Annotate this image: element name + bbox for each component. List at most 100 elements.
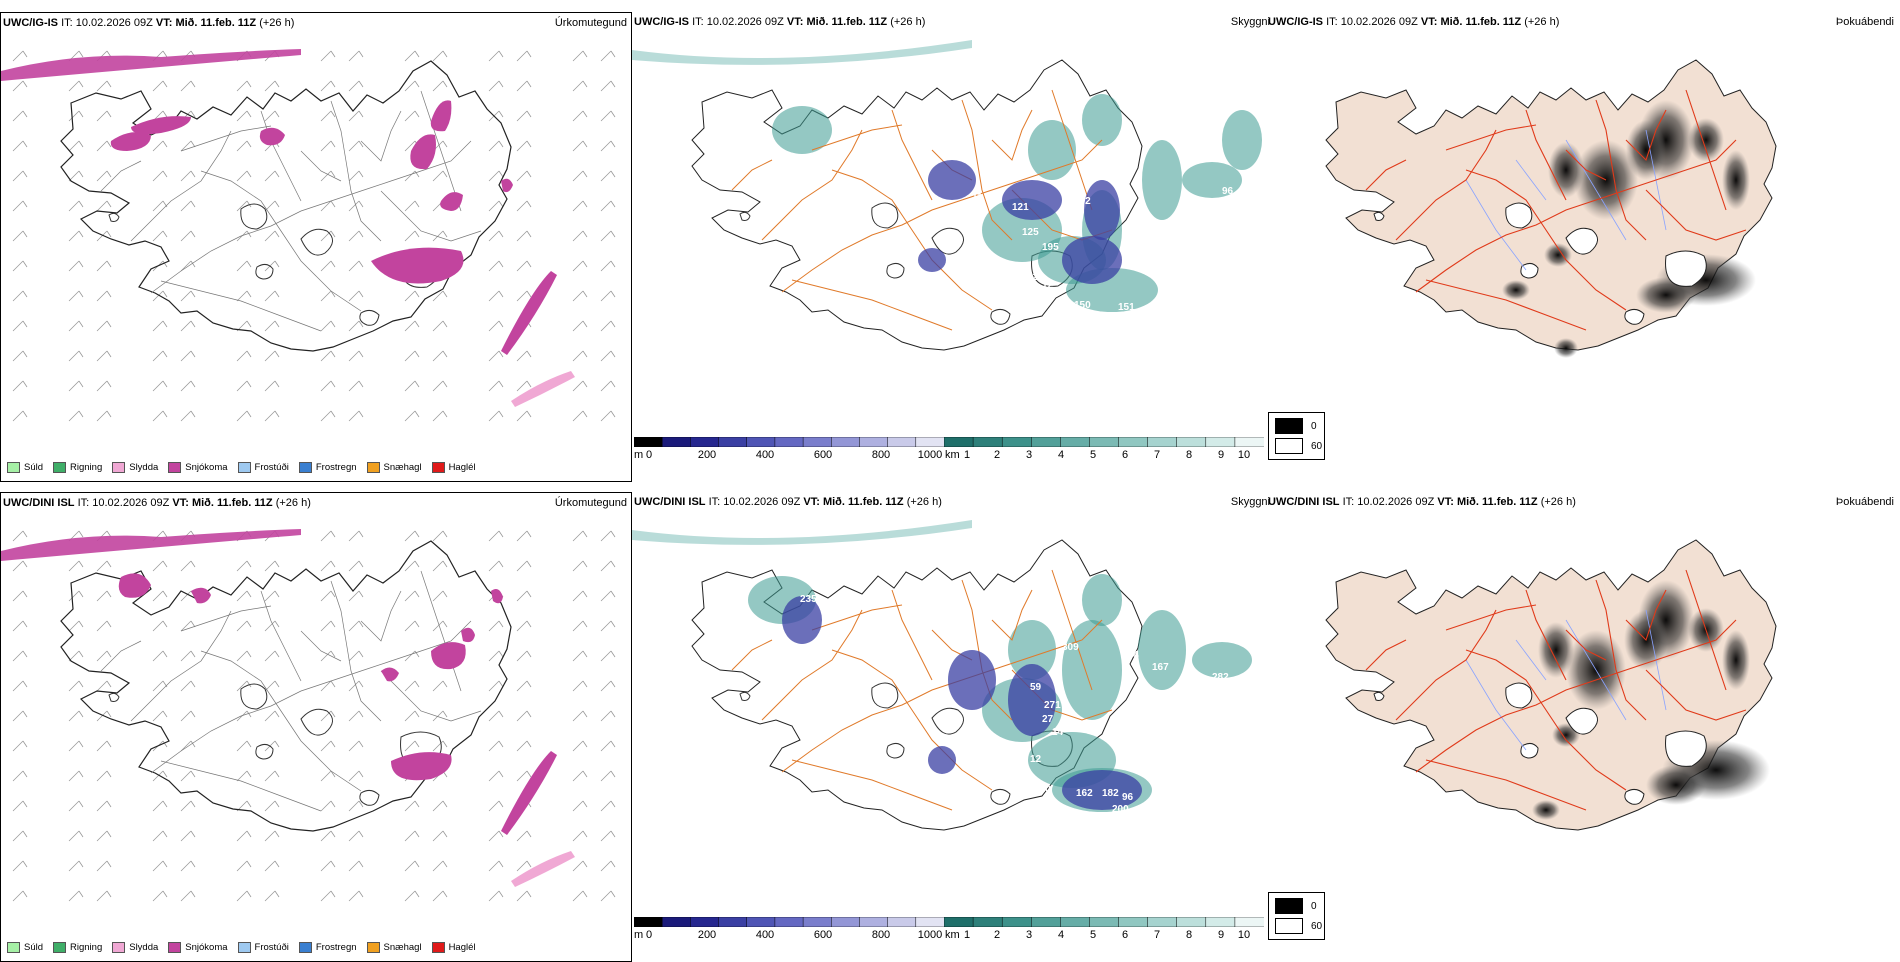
- ceiling-tick: 0: [645, 449, 653, 461]
- visibility-panel-bottom: UWC/DINI ISL IT: 10.02.2026 09Z VT: Mið.…: [632, 492, 1325, 962]
- precip-map[interactable]: [1, 31, 631, 441]
- precip-legend: Súld Rigning Slydda Snjókoma Frostúði Fr…: [7, 942, 476, 953]
- ceiling-label: 220: [1034, 784, 1051, 795]
- ceiling-label: 12: [1030, 754, 1042, 765]
- ceiling-colorbar: [634, 437, 944, 447]
- snowfall-areas: [1, 529, 575, 887]
- ceiling-tick: 400: [755, 449, 775, 461]
- colorbar-segment: [1001, 437, 1033, 447]
- cloud-ceiling-areas: [782, 596, 1142, 810]
- ceiling-tick: 0: [645, 929, 653, 941]
- panel-header: UWC/IG-IS IT: 10.02.2026 09Z VT: Mið. 11…: [3, 17, 295, 29]
- colorbar-segment: [746, 917, 776, 927]
- fog-low-swatch: [1275, 438, 1303, 454]
- ceiling-label: 195: [1042, 242, 1059, 253]
- ceiling-label: 11: [972, 192, 983, 203]
- precip-type-panel-bottom: UWC/DINI ISL IT: 10.02.2026 09Z VT: Mið.…: [0, 492, 632, 962]
- wind-barbs: [12, 50, 616, 422]
- road-network: [1365, 89, 1747, 331]
- panel-header: UWC/IG-IS IT: 10.02.2026 09Z VT: Mið. 11…: [1268, 16, 1560, 28]
- ceiling-label: 14: [1052, 727, 1064, 738]
- glaciers: [1373, 682, 1707, 805]
- glaciers: [1373, 202, 1707, 325]
- ceiling-label: 143: [1152, 222, 1169, 233]
- colorbar-segment: [690, 917, 720, 927]
- fog-high-swatch: [1275, 898, 1303, 914]
- iceland-outline: [60, 540, 512, 832]
- vis-tick: 8: [1185, 929, 1193, 941]
- vis-tick: 7: [1153, 929, 1161, 941]
- fog-legend: 0 60: [1268, 412, 1325, 460]
- ceiling-tick: 800: [871, 449, 891, 461]
- swatch-rigning: [53, 942, 67, 953]
- visibility-panel-top: UWC/IG-IS IT: 10.02.2026 09Z VT: Mið. 11…: [632, 12, 1325, 482]
- visibility-colorbar: [944, 437, 1264, 447]
- vis-tick: 8: [1185, 449, 1193, 461]
- colorbar-segment: [1234, 437, 1264, 447]
- colorbar-segment: [718, 917, 748, 927]
- ceiling-label: 108: [1178, 200, 1195, 211]
- precip-type-panel-top: UWC/IG-IS IT: 10.02.2026 09Z VT: Mið. 11…: [0, 12, 632, 482]
- swatch-hagel: [431, 462, 445, 473]
- colorbar-segment: [774, 917, 804, 927]
- visibility-colorbar: [944, 917, 1264, 927]
- colorbar-segment: [1001, 917, 1033, 927]
- colorbar-segment: [1031, 917, 1062, 927]
- panel-title: Skyggni: [1230, 496, 1270, 508]
- ceiling-label: 282: [1212, 672, 1229, 683]
- swatch-hagel: [431, 942, 445, 953]
- ceiling-tick: 200: [697, 929, 717, 941]
- road-network: [100, 90, 482, 332]
- swatch-sudl: [7, 942, 20, 953]
- ceiling-tick: 600: [813, 449, 833, 461]
- ceiling-label: 17: [828, 596, 840, 607]
- panel-header: UWC/DINI ISL IT: 10.02.2026 09Z VT: Mið.…: [1268, 496, 1576, 508]
- ceiling-label: 122: [1002, 284, 1019, 295]
- colorbar-segment: [1060, 917, 1091, 927]
- vis-tick: 1: [963, 449, 971, 461]
- colorbar-segment: [859, 437, 889, 447]
- colorbar-segment: [972, 437, 1003, 447]
- visibility-unit: km: [945, 929, 960, 941]
- panel-title: Úrkomutegund: [554, 497, 627, 509]
- colorbar-segment: [859, 917, 889, 927]
- ceiling-label: 59: [1030, 682, 1042, 693]
- fog-panel-top: UWC/IG-IS IT: 10.02.2026 09Z VT: Mið. 11…: [1266, 12, 1898, 482]
- colorbar-segment: [831, 437, 861, 447]
- ceiling-label: 162: [1076, 788, 1093, 799]
- vis-tick: 5: [1089, 929, 1097, 941]
- vis-tick: 10: [1237, 449, 1251, 461]
- road-network: [731, 569, 1113, 811]
- colorbar-segment: [1205, 437, 1236, 447]
- swatch-snaehagl: [366, 462, 380, 473]
- fog-map[interactable]: [1266, 30, 1898, 440]
- fog-map[interactable]: [1266, 510, 1898, 920]
- colorbar-segment: [1176, 917, 1207, 927]
- colorbar-segment: [1118, 437, 1149, 447]
- cloud-ceiling-areas: [918, 160, 1122, 284]
- precip-map[interactable]: [1, 511, 631, 921]
- swatch-slydda: [112, 942, 126, 953]
- ceiling-label: 926: [1027, 272, 1044, 283]
- swatch-frostregn: [298, 942, 312, 953]
- fog-areas: [1502, 100, 1756, 358]
- colorbar-segment: [1205, 917, 1236, 927]
- colorbar-segment: [690, 437, 720, 447]
- ceiling-label: 365: [1132, 212, 1149, 223]
- swatch-frostudi: [237, 462, 251, 473]
- road-network: [100, 570, 482, 812]
- ceiling-colorbar: [634, 917, 944, 927]
- ceiling-label: 200: [1112, 804, 1129, 815]
- vis-tick: 2: [993, 929, 1001, 941]
- ceiling-label: 260: [1122, 630, 1139, 641]
- ceiling-label: 12: [1042, 280, 1054, 291]
- ceiling-label: 125: [1022, 227, 1039, 238]
- colorbar-segment: [1147, 437, 1178, 447]
- fog-high-swatch: [1275, 418, 1303, 434]
- vis-tick: 4: [1057, 449, 1065, 461]
- ceiling-label: 27: [1042, 714, 1054, 725]
- panel-title: Skyggni: [1230, 16, 1270, 28]
